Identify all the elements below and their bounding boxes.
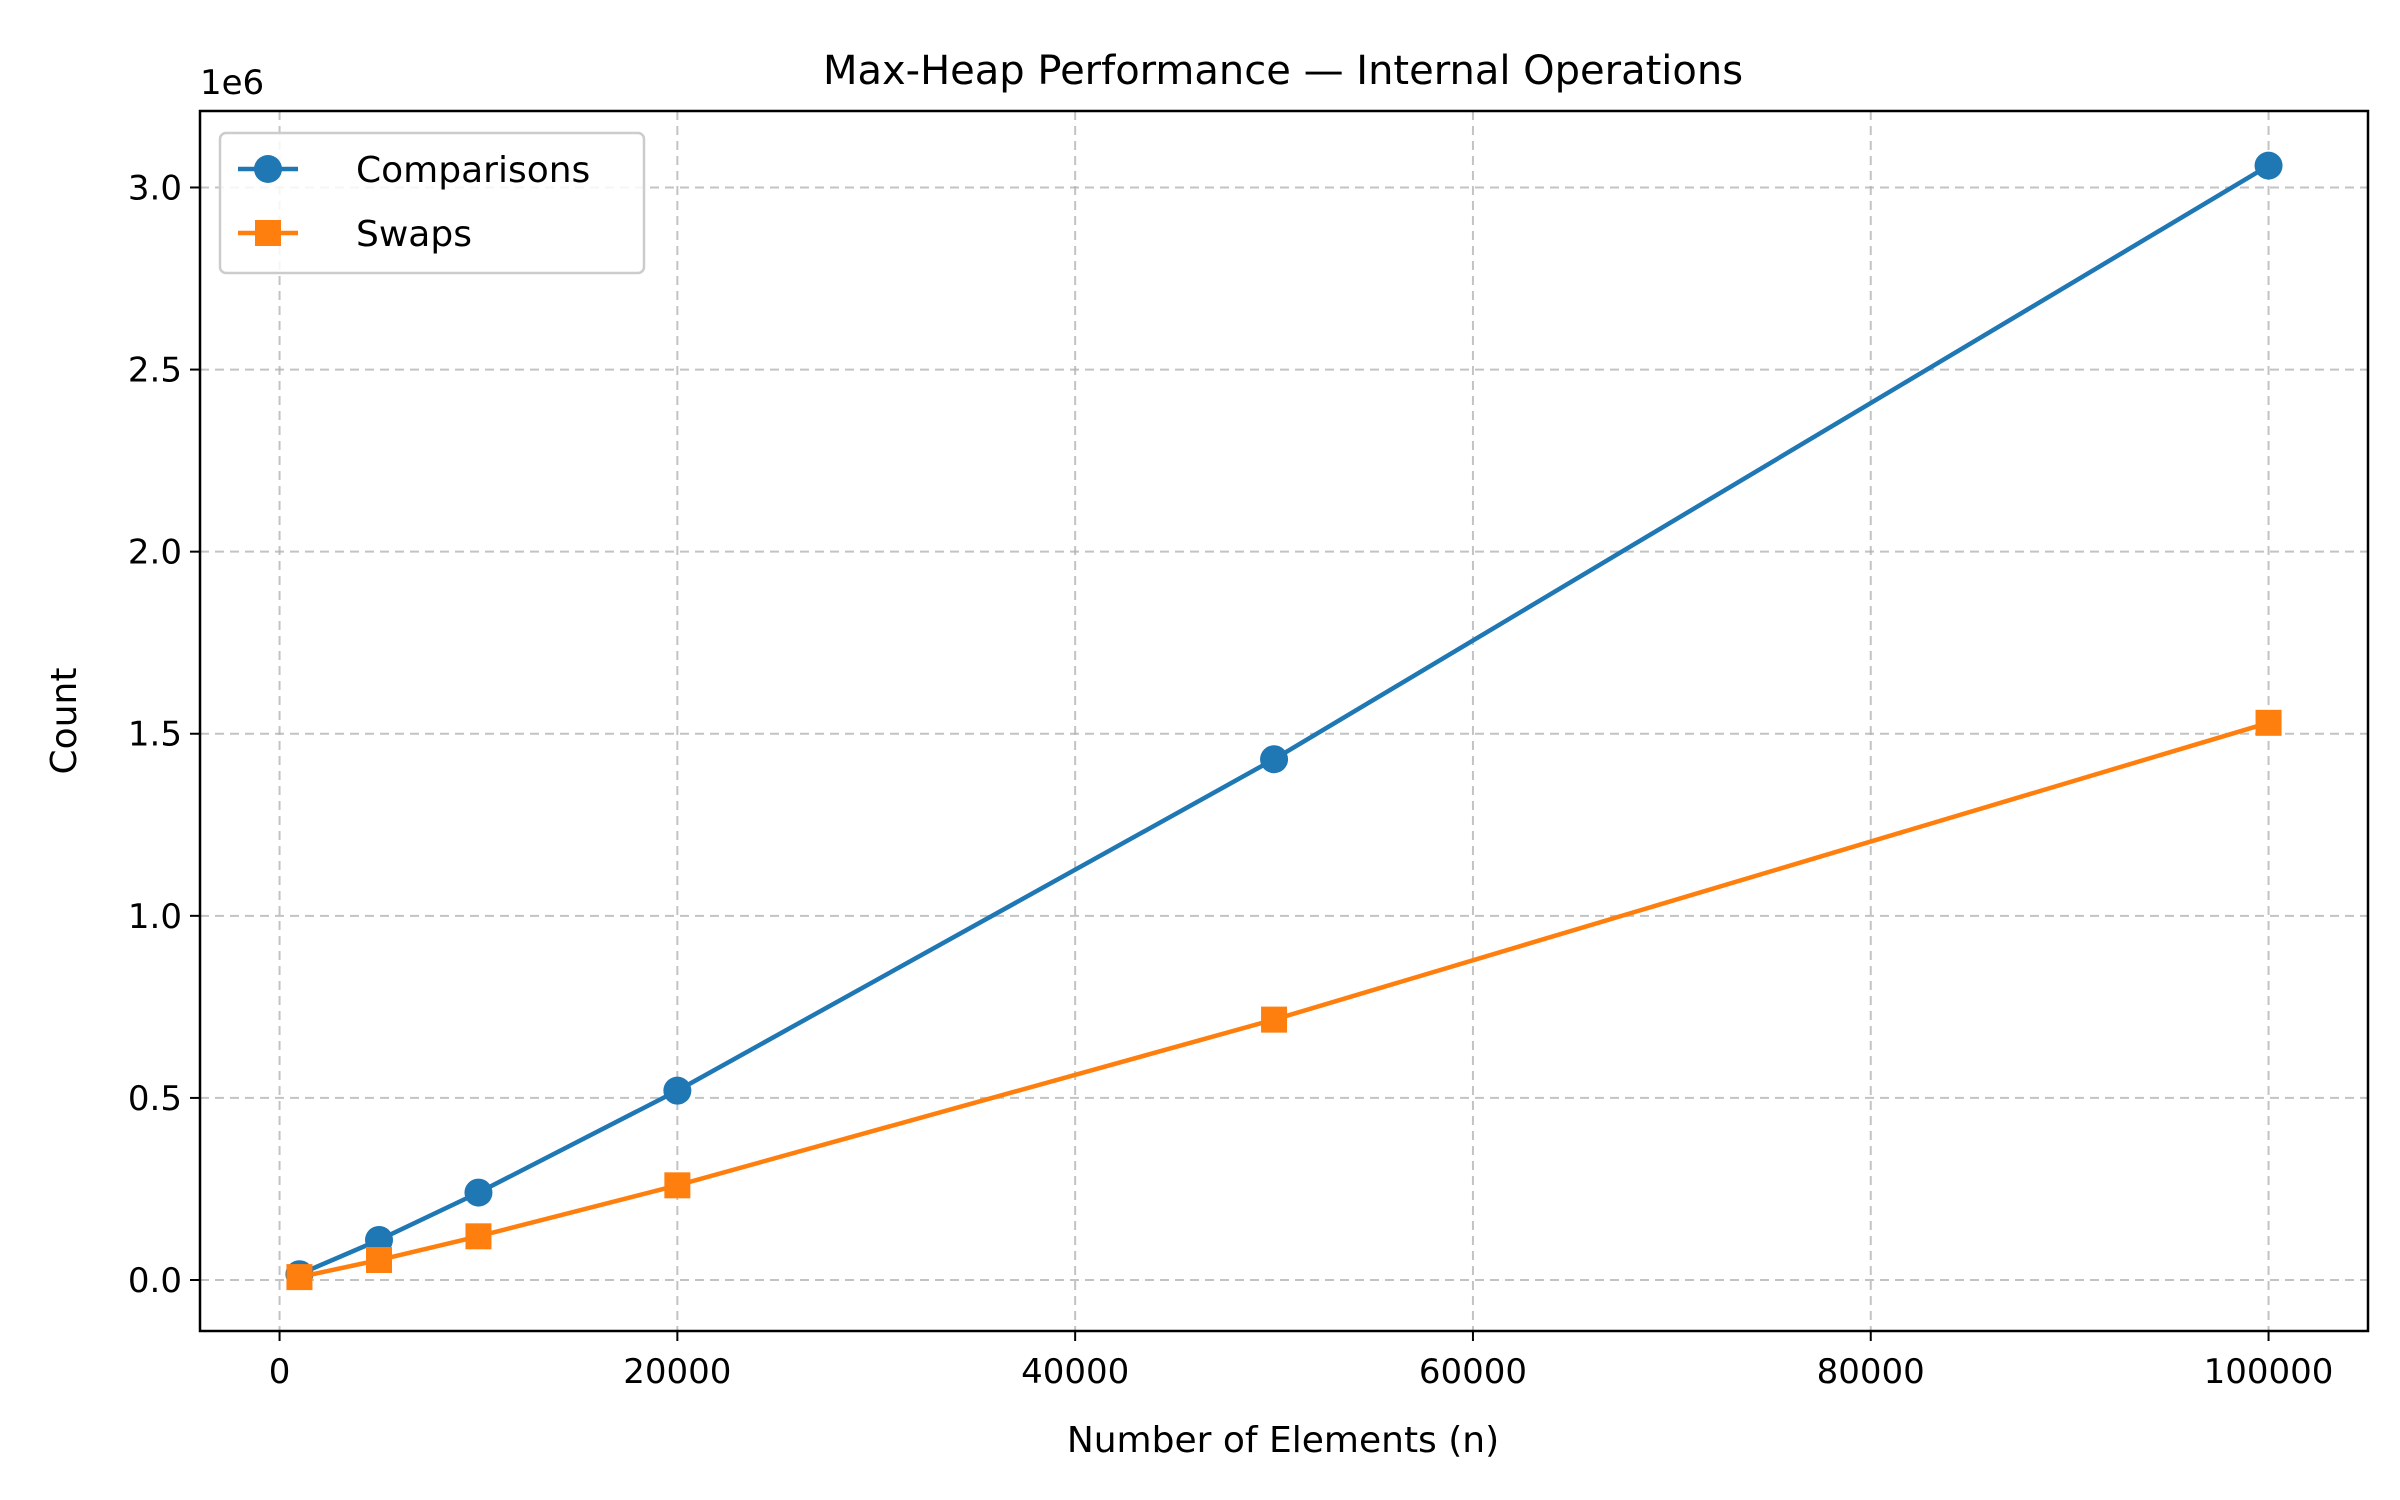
- legend-label: Comparisons: [356, 150, 590, 191]
- x-tick-label: 0: [269, 1352, 291, 1392]
- y-axis-label: Count: [44, 668, 85, 775]
- data-point: [465, 1223, 492, 1250]
- legend: Comparisons Swaps: [218, 131, 646, 275]
- data-point: [366, 1246, 393, 1273]
- data-point: [464, 1178, 493, 1207]
- chart-title: Max-Heap Performance — Internal Operatio…: [823, 48, 1743, 94]
- y-tick-label: 1.5: [128, 715, 182, 755]
- y-tick-label: 0.5: [128, 1079, 182, 1119]
- legend-item: Comparisons: [238, 150, 590, 191]
- y-offset-label: 1e6: [200, 63, 264, 103]
- plot-frame: [198, 109, 2370, 1333]
- legend-item: Swaps: [238, 214, 472, 255]
- y-tick-label: 3.0: [128, 168, 182, 208]
- legend-box: [218, 131, 646, 275]
- data-point: [1260, 745, 1289, 774]
- data-point: [2255, 709, 2282, 736]
- series-line: [298, 720, 2270, 1280]
- x-tick-label: 20000: [623, 1352, 731, 1392]
- y-tick-label: 1.0: [128, 897, 182, 937]
- x-tick-label: 80000: [1817, 1352, 1925, 1392]
- y-tick-label: 2.0: [128, 533, 182, 573]
- legend-marker: [254, 155, 282, 183]
- axes-layer: 0 20000 40000 60000 80000 100000 0.0 0.5 1.0 1.5 2…: [128, 168, 2334, 1392]
- data-point: [663, 1076, 692, 1105]
- data-point: [365, 1225, 394, 1254]
- y-tick-label: 2.5: [128, 351, 182, 391]
- x-tick-label: 60000: [1419, 1352, 1527, 1392]
- data-point: [1261, 1006, 1288, 1033]
- series-layer: [285, 151, 2283, 1291]
- legend-label: Swaps: [356, 214, 472, 255]
- x-axis-label: Number of Elements (n): [1067, 1420, 1499, 1461]
- data-point: [286, 1264, 313, 1291]
- x-tick-label: 40000: [1021, 1352, 1129, 1392]
- data-point: [664, 1172, 691, 1199]
- y-tick-label: 0.0: [128, 1261, 182, 1301]
- x-tick-label: 100000: [2204, 1352, 2334, 1392]
- series-swaps: [286, 709, 2282, 1291]
- legend-marker: [255, 220, 281, 246]
- data-point: [2254, 151, 2283, 180]
- series-line: [298, 163, 2270, 1277]
